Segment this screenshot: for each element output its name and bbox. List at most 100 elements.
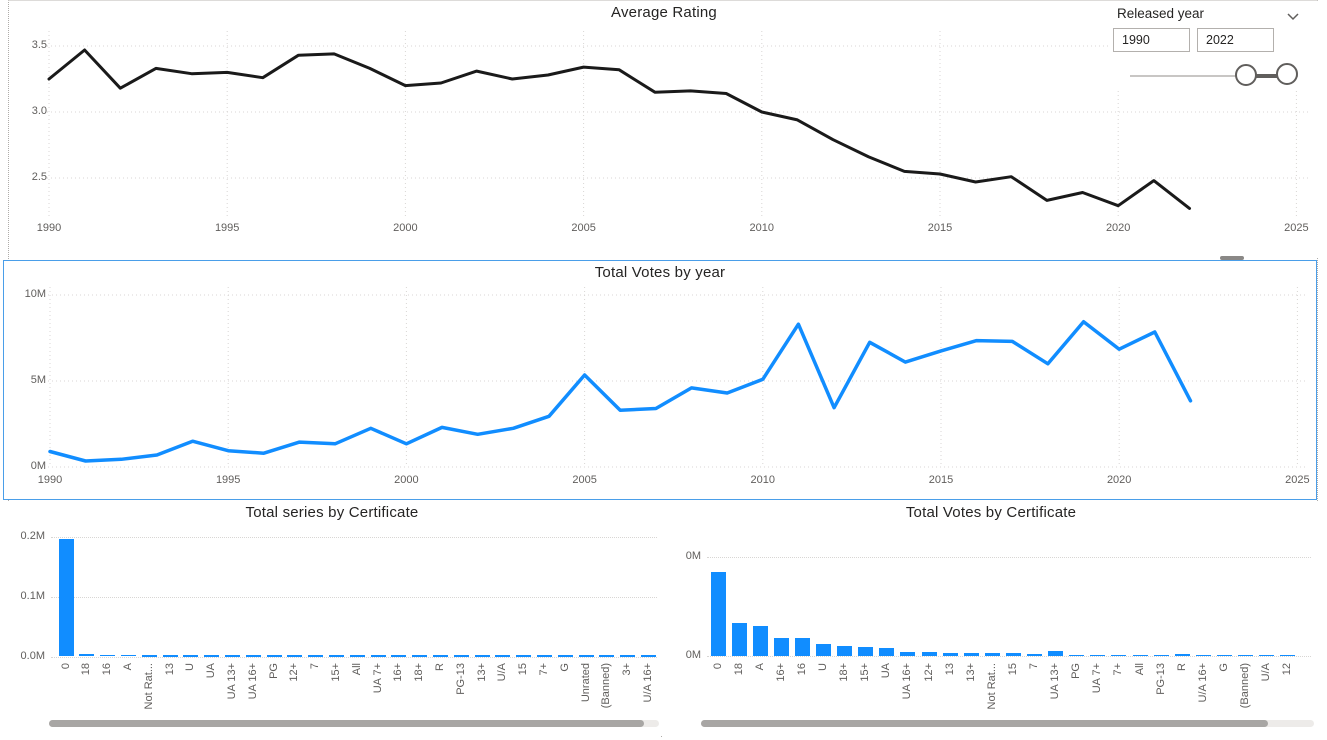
x-category-label: UA 16+ [246, 663, 259, 700]
bar[interactable] [204, 655, 220, 657]
line-series[interactable] [48, 319, 1193, 463]
bar[interactable] [858, 646, 874, 656]
line-series[interactable] [47, 48, 1191, 210]
bar[interactable] [599, 655, 615, 657]
bar[interactable] [879, 648, 895, 656]
range-slider-handle-start[interactable] [1235, 64, 1257, 86]
bar[interactable] [162, 655, 178, 657]
h-scrollbar-thumb[interactable] [701, 720, 1268, 727]
x-category-label: R [433, 663, 446, 671]
bar[interactable] [752, 626, 768, 656]
bar[interactable] [1153, 654, 1169, 656]
bar[interactable] [516, 655, 532, 657]
bar[interactable] [1005, 653, 1021, 656]
bar[interactable] [773, 638, 789, 656]
series-by-certificate-visual[interactable]: Total series by Certificate 0.2M 0.1M 0.0M… [3, 501, 661, 737]
x-category-label: PG [267, 663, 280, 679]
bar[interactable] [942, 652, 958, 656]
bar[interactable] [557, 655, 573, 657]
gridline [51, 536, 657, 538]
bar[interactable] [578, 655, 594, 657]
range-end-input[interactable] [1197, 28, 1274, 52]
x-category-label: 3+ [621, 663, 634, 676]
x-category-label: 18 [732, 663, 745, 676]
x-category-label: UA 13+ [1049, 663, 1062, 700]
bar[interactable] [1238, 654, 1253, 656]
range-slider-selected[interactable] [1246, 74, 1287, 78]
visual-drag-handle[interactable] [1220, 256, 1244, 260]
h-scrollbar-thumb[interactable] [49, 720, 644, 727]
bar[interactable] [710, 571, 726, 656]
bar[interactable] [1132, 654, 1148, 656]
bar[interactable] [1048, 651, 1064, 657]
votes-by-certificate-visual[interactable]: Total Votes by Certificate 0M 0M 0 18 A 16+ 16… [663, 501, 1319, 737]
range-slider-handle-end[interactable] [1276, 63, 1298, 85]
x-tick-label: 2025 [1284, 222, 1309, 234]
avg-rating-visual[interactable]: Average Rating 3.5 3.0 2.5 1990 1995 2000 2005… [9, 1, 1319, 258]
x-category-label: U [817, 663, 829, 671]
released-year-slicer[interactable]: Released year [1108, 2, 1314, 90]
bar[interactable] [391, 655, 407, 657]
bar[interactable] [349, 655, 365, 657]
bar[interactable] [640, 655, 656, 657]
bar[interactable] [474, 655, 490, 657]
bar[interactable] [100, 654, 116, 657]
x-category-label: UA 7+ [371, 663, 384, 694]
x-category-label: 13+ [964, 663, 977, 682]
gridline [707, 557, 1311, 558]
bar[interactable] [1090, 654, 1106, 656]
bar[interactable] [308, 655, 324, 657]
bar[interactable] [328, 655, 344, 657]
x-tick-label: 2005 [572, 474, 597, 486]
x-category-label: 12+ [288, 663, 301, 682]
x-tick-label: 2000 [394, 474, 419, 486]
x-category-label: UA [205, 663, 218, 679]
chevron-down-icon[interactable] [1286, 9, 1300, 27]
bar[interactable] [432, 655, 448, 657]
bar[interactable] [141, 655, 157, 657]
x-category-label: 16+ [392, 663, 405, 682]
bar[interactable] [1027, 653, 1042, 656]
bar[interactable] [1111, 654, 1127, 656]
y-tick-label: 0M [685, 649, 701, 661]
bar[interactable] [1216, 654, 1232, 656]
bar[interactable] [963, 652, 979, 656]
x-tick-label: 1995 [214, 222, 240, 234]
bar[interactable] [412, 655, 428, 657]
range-slider-track[interactable] [1130, 75, 1298, 77]
bar[interactable] [1069, 654, 1085, 656]
bar[interactable] [1280, 654, 1296, 656]
bar[interactable] [287, 655, 303, 657]
bar[interactable] [79, 654, 95, 657]
x-category-label: U/A 16+ [1196, 663, 1209, 703]
bar[interactable] [370, 655, 386, 657]
x-tick-label: 2005 [571, 222, 596, 234]
bar[interactable] [120, 654, 136, 657]
x-category-label: UA 13+ [225, 663, 238, 700]
bar[interactable] [224, 655, 240, 657]
bar[interactable] [1259, 654, 1275, 656]
bar[interactable] [1174, 654, 1190, 656]
bar[interactable] [620, 655, 636, 657]
bar[interactable] [816, 644, 831, 656]
bar[interactable] [183, 655, 199, 657]
bar[interactable] [58, 538, 74, 657]
x-category-label: 18 [80, 663, 93, 676]
bar[interactable] [1195, 654, 1211, 656]
bar[interactable] [245, 655, 261, 657]
bar[interactable] [266, 655, 282, 657]
votes-by-year-visual[interactable]: Total Votes by year 10M 5M 0M 1990 1995 2000 2… [3, 256, 1317, 500]
bar[interactable] [900, 652, 916, 656]
bar[interactable] [921, 652, 937, 656]
x-category-label: All [1133, 663, 1146, 676]
y-tick-label: 3.0 [31, 105, 47, 117]
bar[interactable] [731, 623, 747, 656]
bar[interactable] [495, 655, 511, 657]
bar[interactable] [837, 646, 853, 656]
range-start-input[interactable] [1113, 28, 1190, 52]
bar[interactable] [453, 655, 469, 657]
bar[interactable] [536, 655, 552, 657]
bar[interactable] [984, 653, 1000, 656]
votes-by-year-plot [48, 287, 1308, 468]
bar[interactable] [794, 638, 810, 656]
